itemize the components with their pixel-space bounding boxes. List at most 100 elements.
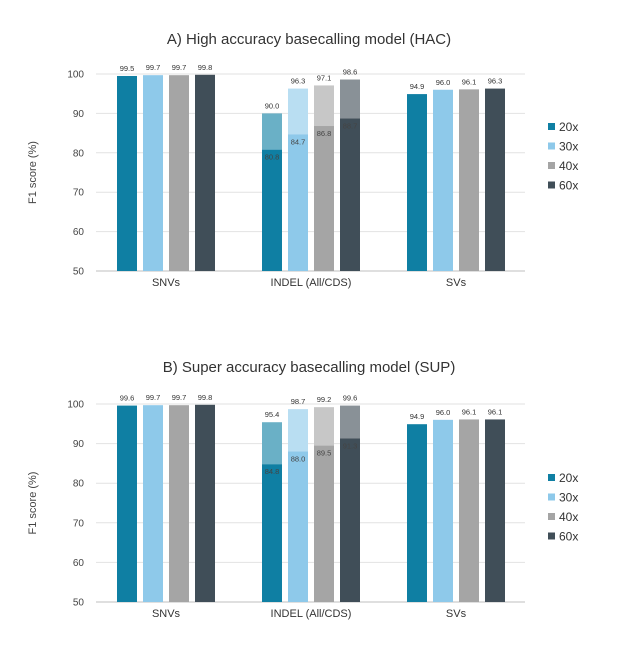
bar	[485, 419, 505, 602]
x-tick-label: INDEL (All/CDS)	[271, 277, 352, 289]
legend-label: 60x	[559, 179, 578, 193]
inner-value-label: 91.3	[343, 441, 358, 450]
chart-title: B) Super accuracy basecalling model (SUP…	[163, 359, 456, 376]
legend-swatch	[548, 513, 555, 520]
bar-lower-segment	[262, 464, 282, 602]
legend-label: 20x	[559, 120, 578, 134]
inner-value-label: 89.5	[317, 449, 332, 458]
inner-value-label: 84.7	[291, 137, 306, 146]
legend-swatch	[548, 493, 555, 501]
value-label: 96.3	[488, 77, 503, 86]
legend-label: 40x	[559, 159, 578, 173]
bar-upper-segment	[314, 407, 334, 446]
value-label: 98.7	[291, 397, 306, 406]
legend-swatch	[548, 474, 555, 481]
value-label: 97.1	[317, 73, 332, 82]
value-label: 99.8	[198, 393, 213, 402]
y-tick-label: 90	[73, 109, 85, 120]
legend-label: 30x	[559, 491, 578, 505]
value-label: 90.0	[265, 101, 280, 110]
y-tick-label: 100	[67, 70, 84, 81]
y-tick-label: 60	[73, 227, 85, 238]
bar	[195, 74, 215, 272]
y-axis-label: F1 score (%)	[27, 141, 39, 204]
value-label: 96.3	[291, 77, 306, 86]
bar-lower-segment	[314, 445, 334, 602]
value-label: 99.7	[172, 393, 187, 402]
y-tick-label: 80	[73, 479, 85, 490]
y-tick-label: 50	[73, 267, 85, 278]
inner-value-label: 88.0	[291, 455, 306, 464]
chart-panel-2: B) Super accuracy basecalling model (SUP…	[27, 359, 578, 620]
legend-swatch	[548, 181, 555, 189]
inner-value-label: 84.8	[265, 467, 280, 476]
value-label: 96.1	[462, 77, 477, 86]
legend-swatch	[548, 123, 555, 130]
y-tick-label: 100	[67, 400, 84, 411]
y-tick-label: 70	[73, 518, 85, 529]
value-label: 99.7	[146, 63, 161, 72]
value-label: 99.7	[146, 393, 161, 402]
legend: 20x 30x 40x 60x	[548, 120, 578, 193]
x-tick-label: SVs	[446, 608, 467, 620]
inner-value-label: 88.7	[343, 122, 358, 131]
value-label: 99.8	[198, 63, 213, 72]
inner-value-label: 80.8	[265, 153, 280, 162]
bar	[195, 404, 215, 602]
legend-label: 60x	[559, 530, 578, 544]
bar-lower-segment	[262, 149, 282, 271]
bar	[169, 75, 189, 271]
value-label: 94.9	[410, 82, 425, 91]
chart-title: A) High accuracy basecalling model (HAC)	[167, 31, 451, 48]
x-tick-label: INDEL (All/CDS)	[271, 608, 352, 620]
value-label: 96.0	[436, 408, 451, 417]
bar	[459, 89, 479, 271]
bar-upper-segment	[340, 79, 360, 119]
value-label: 99.5	[120, 64, 135, 73]
bar	[117, 405, 137, 602]
bar	[143, 405, 163, 602]
bar	[485, 88, 505, 271]
bar-upper-segment	[340, 405, 360, 439]
bar-lower-segment	[340, 438, 360, 602]
bar	[433, 89, 453, 271]
y-tick-label: 60	[73, 558, 85, 569]
y-tick-label: 70	[73, 188, 85, 199]
y-axis-label: F1 score (%)	[27, 472, 39, 535]
bar-lower-segment	[288, 451, 308, 602]
bar	[143, 75, 163, 271]
value-label: 98.6	[343, 68, 358, 77]
bar	[433, 419, 453, 602]
value-label: 94.9	[410, 412, 425, 421]
bar-lower-segment	[314, 126, 334, 272]
bar-upper-segment	[288, 88, 308, 135]
value-label: 96.1	[462, 407, 477, 416]
bar-lower-segment	[340, 118, 360, 271]
legend: 20x 30x 40x 60x	[548, 471, 578, 544]
bar	[407, 424, 427, 602]
legend-label: 30x	[559, 140, 578, 154]
x-tick-label: SNVs	[152, 608, 181, 620]
bar-upper-segment	[262, 113, 282, 150]
legend-label: 40x	[559, 510, 578, 524]
bar-upper-segment	[262, 422, 282, 465]
legend-swatch	[548, 532, 555, 540]
y-tick-label: 90	[73, 439, 85, 450]
legend-label: 20x	[559, 471, 578, 485]
y-tick-label: 50	[73, 598, 85, 609]
bar	[459, 419, 479, 602]
value-label: 99.7	[172, 63, 187, 72]
x-tick-label: SNVs	[152, 277, 181, 289]
legend-swatch	[548, 162, 555, 169]
value-label: 99.6	[120, 394, 135, 403]
y-tick-label: 80	[73, 148, 85, 159]
legend-swatch	[548, 142, 555, 150]
bar-upper-segment	[314, 85, 334, 127]
bar	[169, 405, 189, 602]
bar-upper-segment	[288, 409, 308, 452]
bar	[407, 94, 427, 272]
x-tick-label: SVs	[446, 277, 467, 289]
value-label: 95.4	[265, 410, 280, 419]
bar-lower-segment	[288, 134, 308, 271]
